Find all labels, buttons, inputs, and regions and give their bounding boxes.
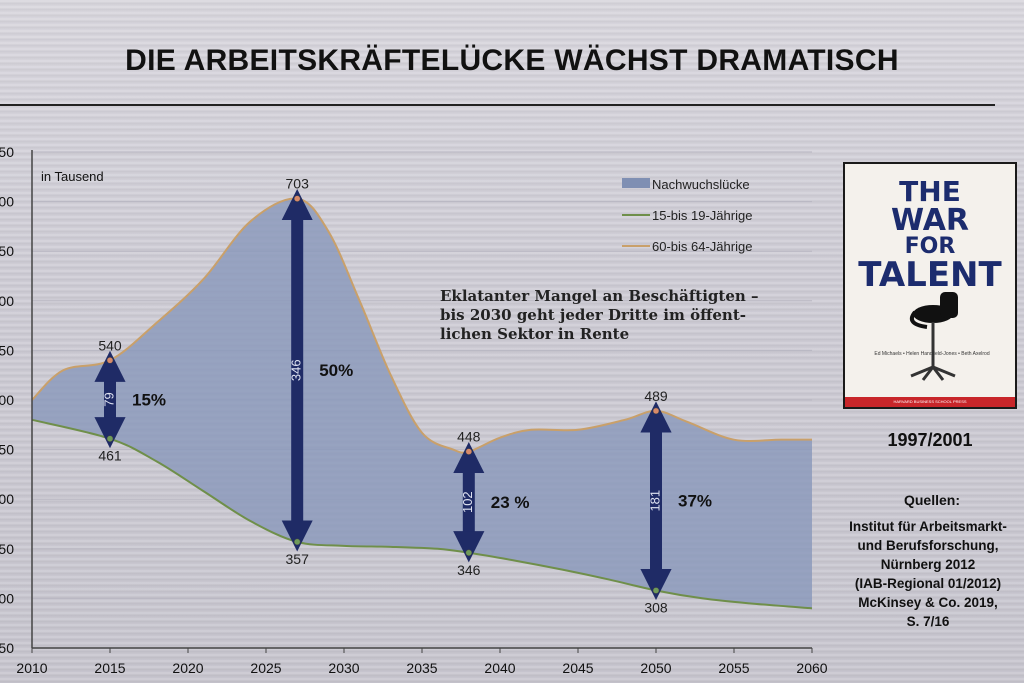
y-tick-label: 00: [0, 194, 14, 210]
gap-value-label: 181: [647, 490, 662, 512]
sources-list: Institut für Arbeitsmarkt- und Berufsfor…: [832, 517, 1024, 631]
y-tick-label: 00: [0, 293, 14, 309]
data-point-label: 489: [644, 388, 668, 404]
source-line: und Berufsforschung,: [857, 538, 999, 553]
source-line: McKinsey & Co. 2019,: [858, 595, 998, 610]
y-tick-label: 50: [0, 243, 14, 259]
y-tick-label: 50: [0, 144, 14, 160]
data-point-label: 448: [457, 429, 481, 445]
x-tick-label: 2035: [406, 660, 437, 676]
data-point-marker: [652, 407, 660, 415]
book-title-line: FOR: [904, 234, 956, 259]
gap-percent-label: 15%: [132, 391, 166, 410]
data-point-marker: [465, 549, 473, 557]
data-point-label: 346: [457, 562, 481, 578]
chair-illustration: [910, 292, 958, 381]
legend-swatch: [622, 178, 650, 188]
source-line: (IAB-Regional 01/2012): [854, 576, 1002, 591]
legend-label: 15-bis 19-Jährige: [652, 208, 752, 223]
y-tick-label: 50: [0, 442, 14, 458]
x-tick-label: 2010: [16, 660, 47, 676]
annotation-line: lichen Sektor in Rente: [440, 325, 630, 343]
y-tick-label: 00: [0, 392, 14, 408]
data-point-marker: [465, 448, 473, 455]
x-tick-label: 2050: [640, 660, 671, 676]
legend-label: 60-bis 64-Jährige: [652, 239, 752, 254]
unit-label: in Tausend: [41, 169, 104, 184]
data-point-marker: [293, 538, 301, 546]
book-red-band: [845, 397, 1015, 407]
title-divider: [0, 104, 995, 106]
gap-value-label: 79: [101, 392, 116, 406]
sources-heading: Quellen:: [903, 492, 960, 508]
slide-title: DIE ARBEITSKRÄFTELÜCKE WÄCHST DRAMATISCH: [125, 44, 899, 77]
annotation-line: bis 2030 geht jeder Dritte im öffent-: [440, 306, 746, 324]
gap-value-label: 346: [289, 359, 304, 381]
data-point-label: 357: [286, 551, 310, 567]
gap-percent-label: 23 %: [491, 493, 530, 512]
x-tick-label: 2060: [796, 660, 827, 676]
gap-percent-label: 37%: [678, 492, 712, 511]
annotation-line: Eklatanter Mangel an Beschäftigten –: [440, 287, 759, 305]
source-line: Nürnberg 2012: [880, 557, 976, 572]
book-title-line: WAR: [890, 203, 970, 238]
y-tick-label: 00: [0, 491, 14, 507]
x-tick-label: 2020: [172, 660, 203, 676]
book-title-line: TALENT: [858, 255, 1002, 295]
y-tick-label: 00: [0, 590, 14, 606]
source-line: Institut für Arbeitsmarkt-: [849, 519, 1007, 534]
y-tick-label: 50: [0, 342, 14, 358]
data-point-label: 308: [644, 599, 668, 615]
data-point-marker: [106, 357, 114, 364]
x-tick-label: 2055: [718, 660, 749, 676]
book-title-line: THE: [899, 175, 961, 208]
gap-percent-label: 50%: [319, 361, 353, 380]
data-point-marker: [106, 435, 114, 442]
x-tick-label: 2040: [484, 660, 515, 676]
data-point-marker: [652, 587, 660, 594]
x-tick-label: 2045: [562, 660, 593, 676]
book-authors: Ed Michaels • Helen Handfield-Jones • Be…: [874, 351, 990, 357]
source-line: S. 7/16: [906, 614, 950, 629]
legend-label: Nachwuchslücke: [652, 177, 750, 192]
gap-value-label: 102: [460, 491, 475, 513]
book-publisher: HARVARD BUSINESS SCHOOL PRESS: [893, 399, 967, 404]
x-tick-label: 2025: [250, 660, 281, 676]
book-cover-image: THE WAR FOR TALENT Ed Michaels • Helen H…: [843, 162, 1017, 409]
data-point-label: 540: [98, 337, 122, 353]
y-tick-label: 50: [0, 541, 14, 557]
x-tick-label: 2030: [328, 660, 359, 676]
x-tick-label: 2015: [94, 660, 125, 676]
data-point-marker: [293, 195, 301, 202]
data-point-label: 703: [286, 176, 310, 192]
chart-legend: Nachwuchslücke 15-bis 19-Jährige 60-bis 64…: [622, 177, 752, 254]
y-tick-label: 50: [0, 640, 14, 656]
book-years: 1997/2001: [887, 430, 973, 450]
annotation-text: Eklatanter Mangel an Beschäftigten – bis…: [440, 287, 790, 344]
data-point-label: 461: [98, 448, 122, 464]
